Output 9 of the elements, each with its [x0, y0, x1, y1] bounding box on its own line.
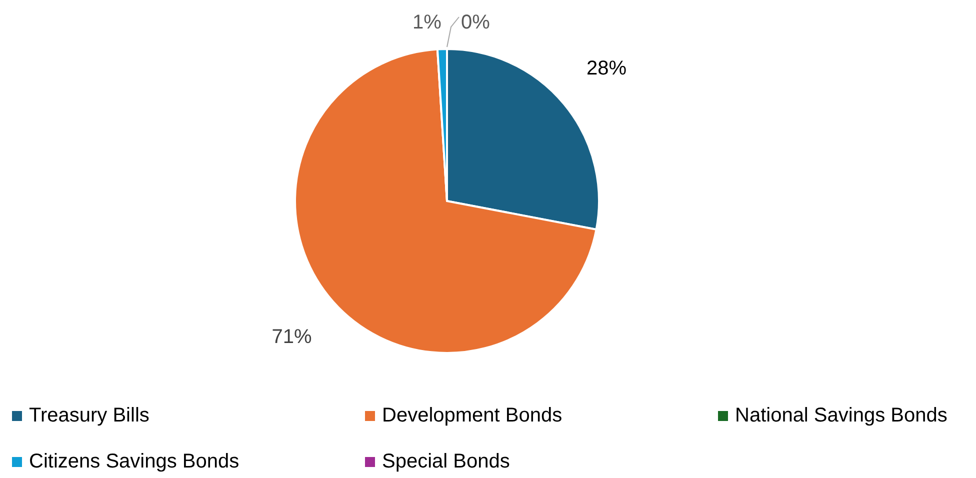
- legend-label: Treasury Bills: [29, 404, 150, 426]
- legend-label: National Savings Bonds: [735, 404, 948, 426]
- data-label: 28%: [586, 57, 627, 80]
- legend-label: Citizens Savings Bonds: [29, 450, 240, 472]
- text: 0%: [461, 11, 490, 34]
- legend-label: Special Bonds: [382, 450, 510, 472]
- legend-label: Development Bonds: [382, 404, 562, 426]
- data-label: 1%: [412, 11, 442, 34]
- data-label: 71%: [272, 326, 312, 348]
